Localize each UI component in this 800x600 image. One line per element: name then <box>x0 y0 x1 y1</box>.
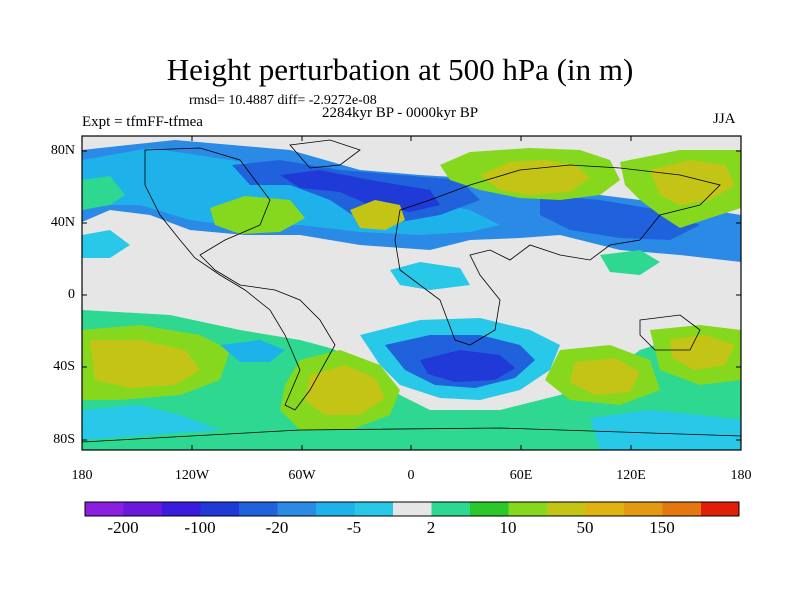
period-text: 2284kyr BP - 0000kyr BP <box>322 105 479 121</box>
colorbar-swatch <box>85 502 124 516</box>
colorbar-swatch <box>316 502 355 516</box>
lat-label: 40S <box>53 359 75 374</box>
coastlines <box>82 139 741 443</box>
colorbar-label: 10 <box>499 518 517 537</box>
colorbar-label: 2 <box>426 518 436 537</box>
lon-label: 120W <box>174 468 210 483</box>
lon-label: 60W <box>288 468 316 483</box>
colorbar-swatch <box>585 502 624 516</box>
lon-label: 0 <box>407 468 415 483</box>
lat-label: 80S <box>53 432 75 447</box>
colorbar-swatch <box>277 502 316 516</box>
colorbar-swatch <box>470 502 509 516</box>
colorbar <box>84 501 740 517</box>
colorbar-label: -20 <box>265 518 289 537</box>
lat-label: 0 <box>68 287 75 302</box>
colorbar-label: -100 <box>184 518 216 537</box>
lat-label: 80N <box>50 143 75 158</box>
colorbar-label: 50 <box>576 518 594 537</box>
colorbar-swatch <box>662 502 701 516</box>
colorbar-label: -200 <box>107 518 139 537</box>
colorbar-swatch <box>354 502 393 516</box>
colorbar-swatch <box>200 502 239 516</box>
experiment-text: Expt = tfmFF-tfmea <box>82 114 203 130</box>
plot-title: Height perturbation at 500 hPa (in m) <box>166 52 634 87</box>
colorbar-swatch <box>508 502 547 516</box>
lon-label: 60E <box>509 468 533 483</box>
colorbar-label: -5 <box>346 518 362 537</box>
colorbar-swatch <box>624 502 663 516</box>
lon-label: 180 <box>71 468 93 483</box>
contour-field <box>82 136 741 450</box>
axis-ticks <box>82 136 741 450</box>
lon-label: 120E <box>616 468 646 483</box>
lon-label: 180 <box>730 468 752 483</box>
lat-label: 40N <box>50 215 75 230</box>
colorbar-label: 150 <box>649 518 675 537</box>
colorbar-swatch <box>701 502 739 516</box>
rmsd-text: rmsd= 10.4887 diff= -2.9272e-08 <box>189 93 377 108</box>
colorbar-swatch <box>547 502 586 516</box>
colorbar-swatch <box>123 502 162 516</box>
season-text: JJA <box>713 111 736 127</box>
colorbar-swatch <box>431 502 470 516</box>
colorbar-swatch <box>239 502 278 516</box>
colorbar-swatch <box>162 502 201 516</box>
colorbar-swatch <box>393 502 432 516</box>
